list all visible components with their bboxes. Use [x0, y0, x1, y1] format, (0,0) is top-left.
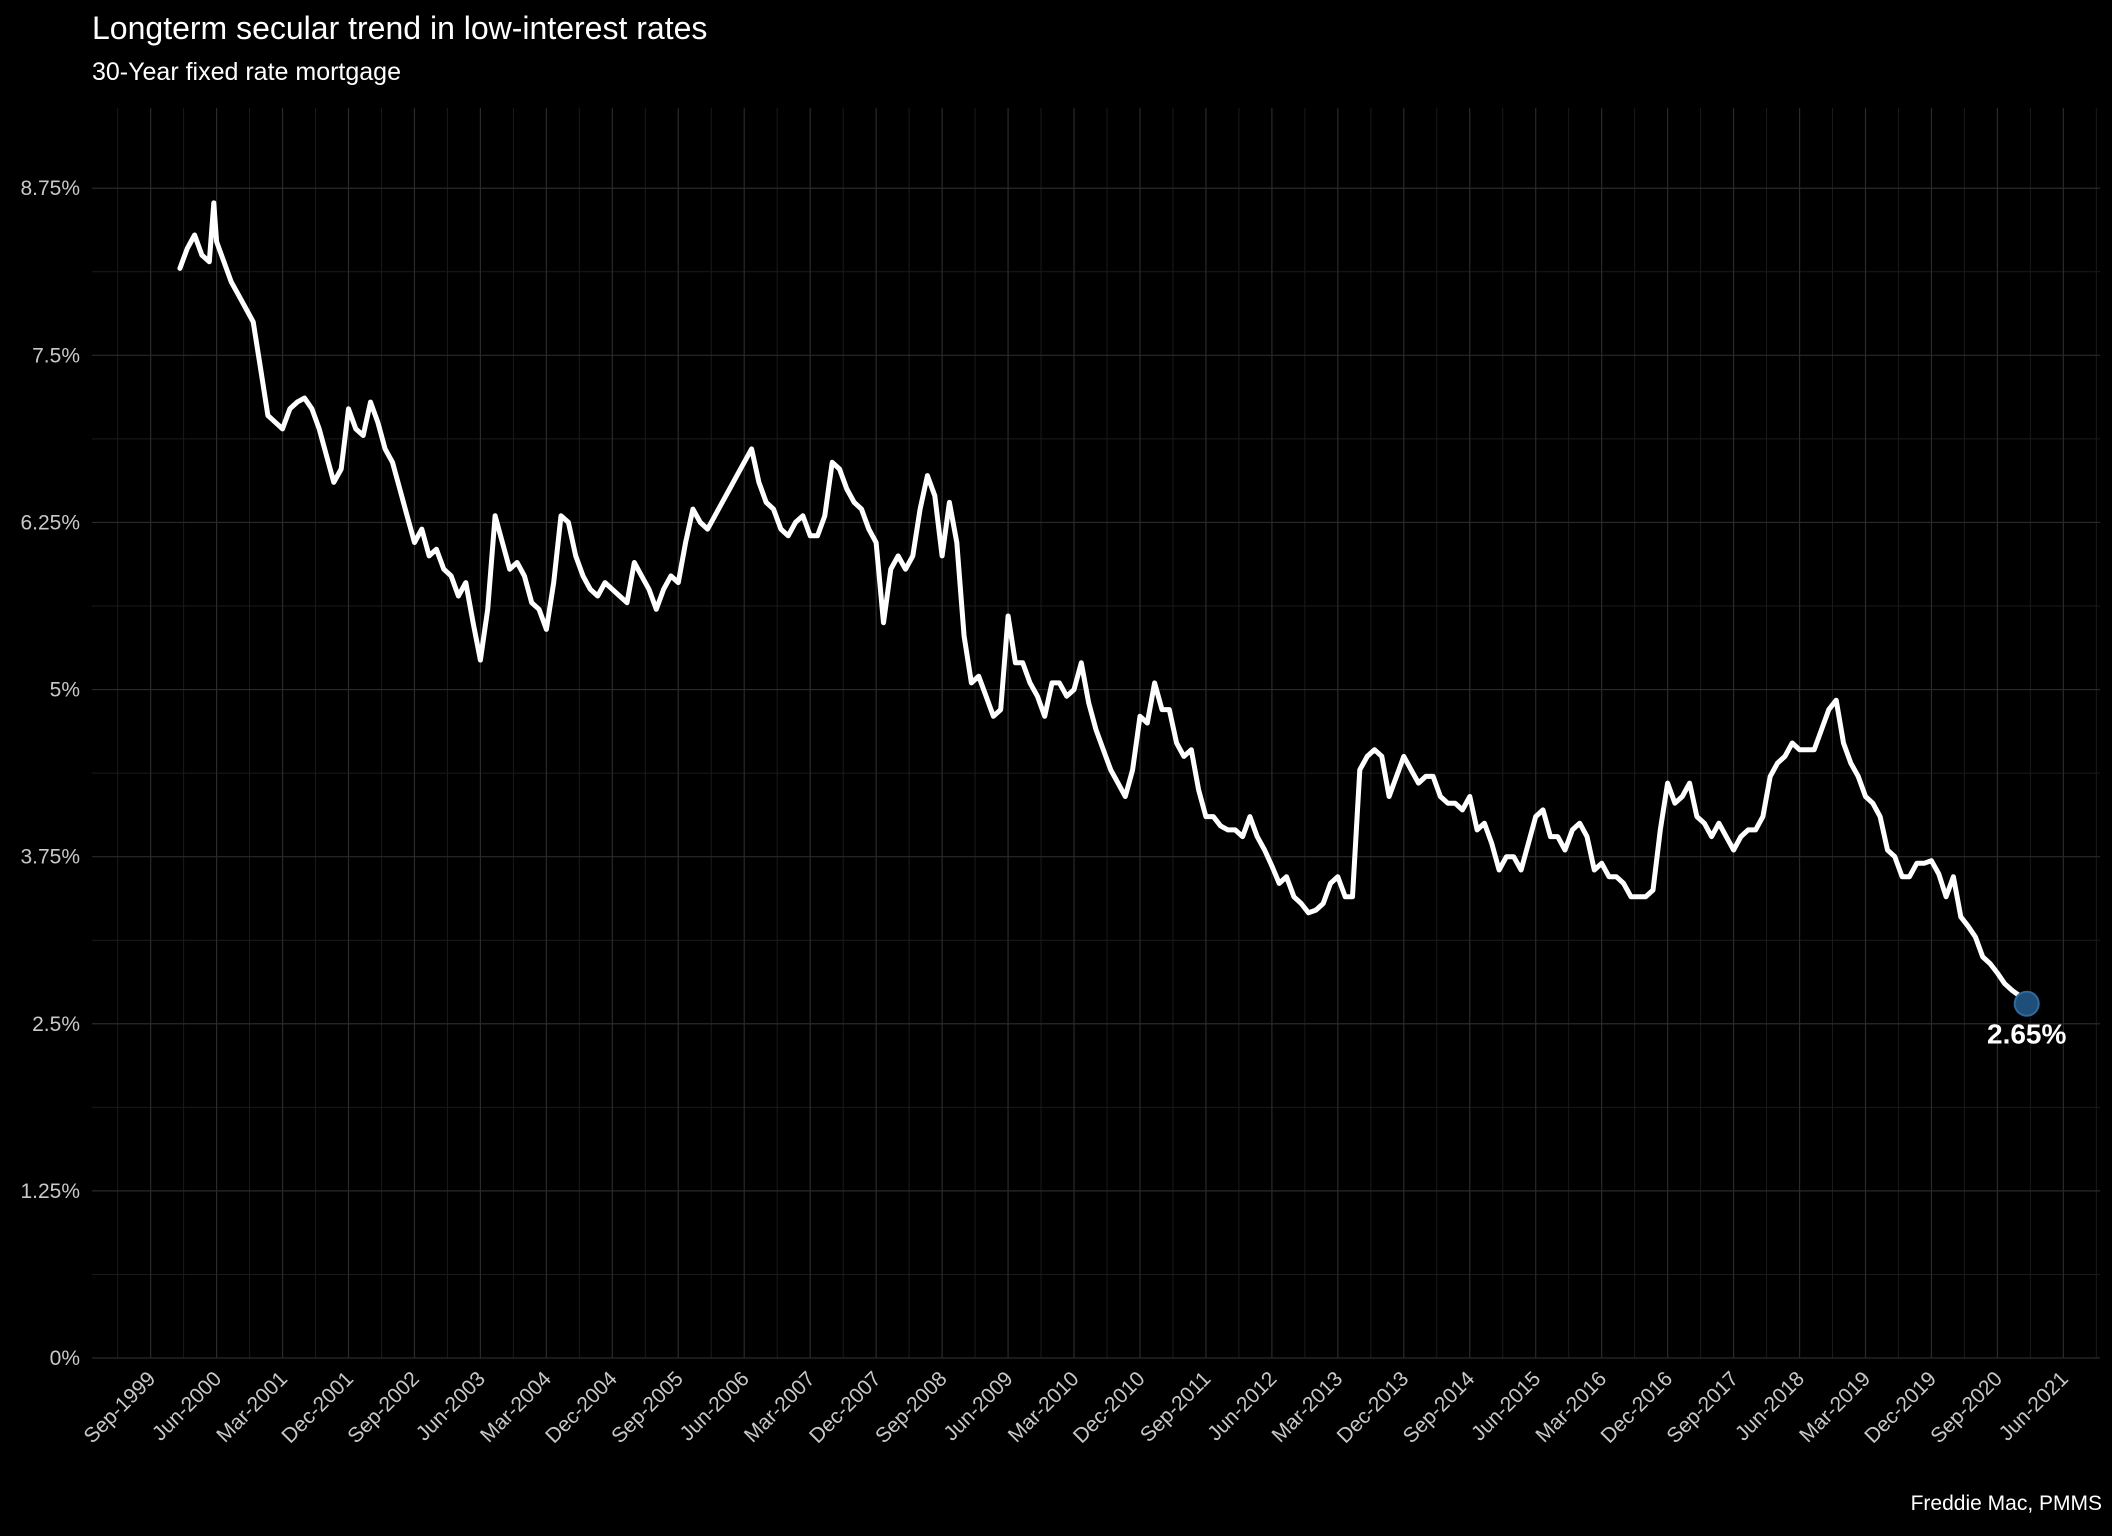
x-tick-label: Dec-2010: [1069, 1367, 1150, 1448]
x-tick-label: Jun-2021: [1995, 1367, 2073, 1445]
chart-caption: Freddie Mac, PMMS: [1910, 1492, 2102, 1515]
x-tick-label: Dec-2007: [805, 1367, 886, 1448]
y-tick-label: 5%: [50, 679, 80, 702]
end-point-label: 2.65%: [1987, 1019, 2066, 1050]
x-tick-label: Dec-2016: [1597, 1367, 1678, 1448]
y-tick-label: 8.75%: [20, 177, 80, 200]
y-tick-label: 3.75%: [20, 846, 80, 869]
x-tick-label: Sep-2002: [343, 1367, 424, 1448]
x-tick-label: Sep-2014: [1399, 1367, 1480, 1448]
y-tick-label: 2.5%: [32, 1013, 80, 1036]
x-tick-label: Sep-2020: [1926, 1367, 2007, 1448]
chart-title: Longterm secular trend in low-interest r…: [92, 10, 708, 46]
x-tick-label: Sep-2011: [1136, 1367, 1216, 1447]
x-tick-label: Sep-2017: [1662, 1367, 1743, 1448]
x-tick-label: Dec-2013: [1333, 1367, 1414, 1448]
chart-subtitle: 30-Year fixed rate mortgage: [92, 58, 401, 86]
y-tick-label: 7.5%: [32, 344, 80, 367]
end-point-marker: [2013, 990, 2040, 1017]
y-tick-label: 0%: [50, 1347, 80, 1370]
x-tick-label: Sep-2008: [871, 1367, 952, 1448]
x-tick-label: Sep-2005: [607, 1367, 688, 1448]
x-tick-label: Dec-2001: [277, 1367, 358, 1448]
series-line: [177, 200, 2030, 1007]
x-tick-label: Sep-1999: [79, 1367, 160, 1448]
y-tick-label: 1.25%: [20, 1180, 80, 1203]
y-tick-label: 6.25%: [20, 511, 80, 534]
x-tick-label: Dec-2019: [1860, 1367, 1941, 1448]
